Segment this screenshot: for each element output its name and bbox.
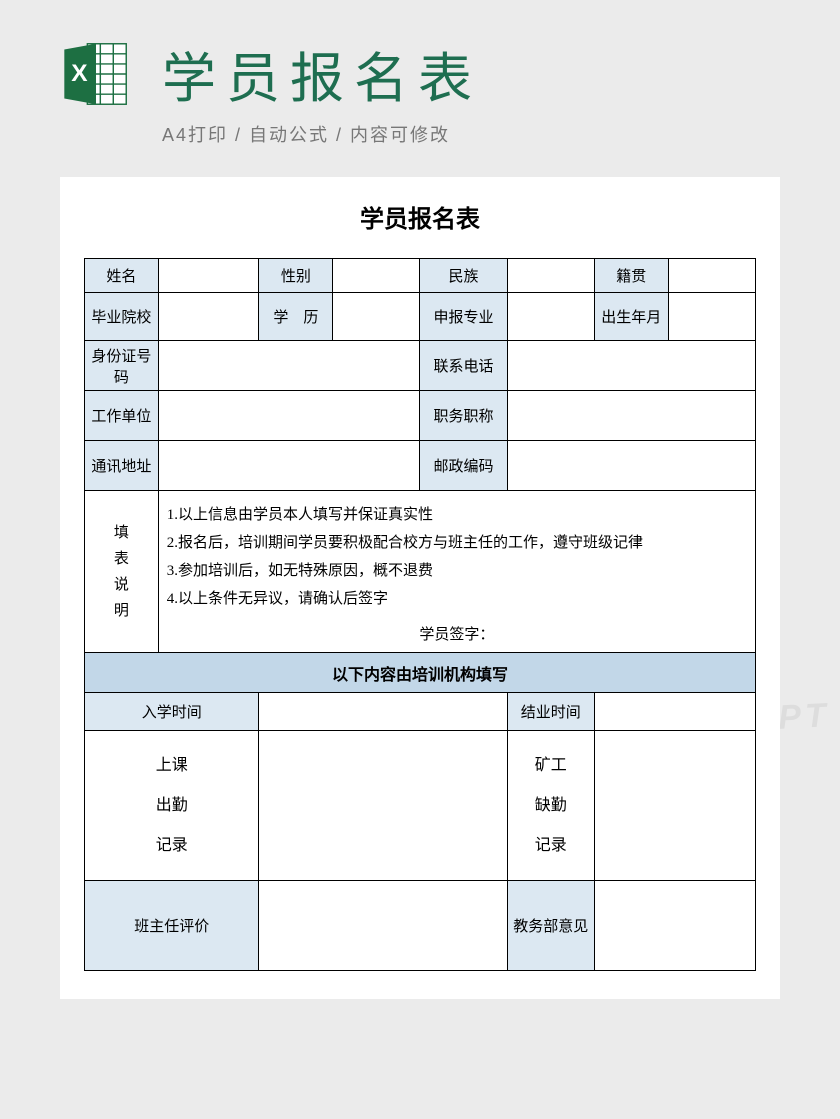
field-idnum[interactable] [158,341,420,391]
form-sheet: 学员报名表 姓名 性别 民族 籍贯 毕业院校 学 历 申报专业 出生年月 [60,177,780,999]
field-major[interactable] [507,293,594,341]
field-zipcode[interactable] [507,441,755,491]
field-absence[interactable] [594,731,755,881]
absence-line: 记录 [511,826,591,866]
field-jobtitle[interactable] [507,391,755,441]
label-name: 姓名 [85,259,159,293]
attendance-line: 上课 [88,746,255,786]
instructions-body: 1.以上信息由学员本人填写并保证真实性 2.报名后，培训期间学员要积极配合校方与… [158,491,755,618]
label-major: 申报专业 [420,293,507,341]
instruction-line: 2.报名后，培训期间学员要积极配合校方与班主任的工作，遵守班级记律 [167,529,747,557]
label-instructions: 填表说明 [85,491,159,653]
label-gender: 性别 [259,259,333,293]
field-admin-opinion[interactable] [594,881,755,971]
field-enroll-date[interactable] [259,693,507,731]
absence-line: 缺勤 [511,786,591,826]
field-attendance[interactable] [259,731,507,881]
registration-table: 姓名 性别 民族 籍贯 毕业院校 学 历 申报专业 出生年月 身份证号码 联系电… [84,258,756,971]
page-main-title: 学员报名表 [162,34,780,113]
label-degree: 学 历 [259,293,333,341]
attendance-line: 出勤 [88,786,255,826]
field-address[interactable] [158,441,420,491]
signature-line: 学员签字： [158,617,755,653]
field-company[interactable] [158,391,420,441]
attendance-line: 记录 [88,826,255,866]
instruction-line: 1.以上信息由学员本人填写并保证真实性 [167,501,747,529]
label-attendance: 上课 出勤 记录 [85,731,259,881]
instruction-line: 4.以上条件无异议，请确认后签字 [167,585,747,613]
field-degree[interactable] [333,293,420,341]
label-ethnic: 民族 [420,259,507,293]
field-name[interactable] [158,259,259,293]
label-phone: 联系电话 [420,341,507,391]
label-teacher-review: 班主任评价 [85,881,259,971]
page-subtitle: A4打印 / 自动公式 / 内容可修改 [162,121,780,147]
label-jobtitle: 职务职称 [420,391,507,441]
section-banner: 以下内容由培训机构填写 [85,653,756,693]
label-birth: 出生年月 [594,293,668,341]
excel-icon: X [60,38,132,110]
label-absence: 矿工 缺勤 记录 [507,731,594,881]
field-phone[interactable] [507,341,755,391]
field-native[interactable] [668,259,755,293]
field-teacher-review[interactable] [259,881,507,971]
field-grad-date[interactable] [594,693,755,731]
label-grad-date: 结业时间 [507,693,594,731]
label-enroll-date: 入学时间 [85,693,259,731]
form-title: 学员报名表 [84,199,756,234]
field-ethnic[interactable] [507,259,594,293]
label-school: 毕业院校 [85,293,159,341]
label-address: 通讯地址 [85,441,159,491]
label-idnum: 身份证号码 [85,341,159,391]
label-admin-opinion: 教务部意见 [507,881,594,971]
field-birth[interactable] [668,293,755,341]
label-zipcode: 邮政编码 [420,441,507,491]
field-school[interactable] [158,293,259,341]
label-native: 籍贯 [594,259,668,293]
svg-text:X: X [71,60,88,87]
absence-line: 矿工 [511,746,591,786]
page-header: X 学员报名表 A4打印 / 自动公式 / 内容可修改 [0,0,840,165]
label-company: 工作单位 [85,391,159,441]
field-gender[interactable] [333,259,420,293]
instruction-line: 3.参加培训后，如无特殊原因，概不退费 [167,557,747,585]
